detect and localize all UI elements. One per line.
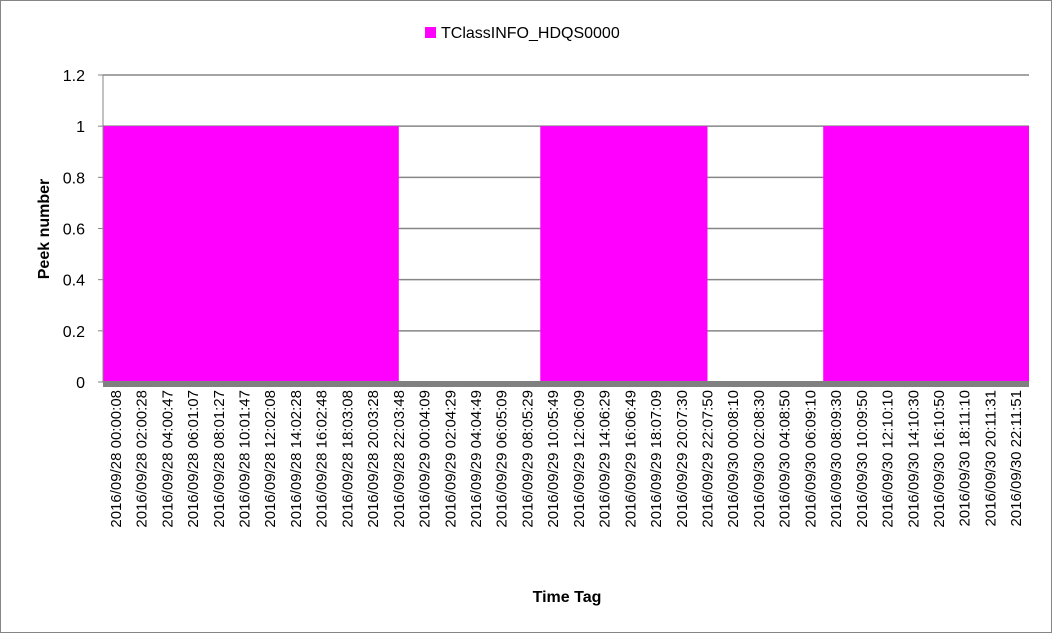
x-tick-label: 2016/09/29 12:06:09 bbox=[571, 390, 588, 528]
x-tick-label: 2016/09/30 16:10:50 bbox=[931, 390, 948, 528]
x-tick-label: 2016/09/29 20:07:30 bbox=[674, 390, 691, 528]
x-tick-label: 2016/09/29 06:05:09 bbox=[494, 390, 511, 528]
x-tick-label: 2016/09/30 22:11:51 bbox=[1008, 390, 1025, 527]
area-block bbox=[823, 126, 1029, 383]
x-tick-label: 2016/09/28 20:03:28 bbox=[365, 390, 382, 528]
legend: TClassINFO_HDQS0000 bbox=[425, 25, 620, 42]
x-tick-label: 2016/09/30 00:08:10 bbox=[725, 390, 742, 528]
y-tick-label: 1.2 bbox=[63, 68, 85, 85]
x-tick-label: 2016/09/30 18:11:10 bbox=[957, 390, 974, 527]
x-tick-label: 2016/09/29 22:07:50 bbox=[699, 390, 716, 528]
x-tick-label: 2016/09/30 14:10:30 bbox=[905, 390, 922, 528]
y-tick-label: 0.4 bbox=[63, 273, 85, 290]
x-tick-label: 2016/09/28 10:01:47 bbox=[236, 390, 253, 528]
x-tick-label: 2016/09/30 02:08:30 bbox=[751, 390, 768, 528]
x-tick-label: 2016/09/30 10:09:50 bbox=[854, 390, 871, 528]
y-tick-label: 0 bbox=[76, 375, 85, 392]
legend-swatch bbox=[425, 27, 436, 38]
x-tick-label: 2016/09/30 08:09:30 bbox=[828, 390, 845, 528]
x-tick-label: 2016/09/28 22:03:48 bbox=[391, 390, 408, 528]
y-tick-label: 0.8 bbox=[63, 170, 85, 187]
area-block bbox=[103, 126, 399, 383]
x-tick-label: 2016/09/28 16:02:48 bbox=[314, 390, 331, 528]
x-tick-label: 2016/09/30 04:08:50 bbox=[777, 390, 794, 528]
axes bbox=[98, 74, 1029, 387]
x-tick-label: 2016/09/29 16:06:49 bbox=[622, 390, 639, 528]
x-tick-label: 2016/09/28 02:00:28 bbox=[134, 390, 151, 528]
x-tick-label: 2016/09/29 18:07:09 bbox=[648, 390, 665, 528]
x-tick-label: 2016/09/28 18:03:08 bbox=[339, 390, 356, 528]
x-tick-label: 2016/09/29 00:04:09 bbox=[417, 390, 434, 528]
x-tick-label: 2016/09/28 00:00:08 bbox=[108, 390, 125, 528]
x-tick-label: 2016/09/28 12:02:08 bbox=[262, 390, 279, 528]
x-tick-label: 2016/09/28 06:01:07 bbox=[185, 390, 202, 528]
y-tick-labels: 0 0.2 0.4 0.6 0.8 1 1.2 bbox=[63, 68, 85, 392]
y-tick-label: 0.2 bbox=[63, 324, 85, 341]
x-tick-label: 2016/09/30 12:10:10 bbox=[880, 390, 897, 528]
y-tick-label: 0.6 bbox=[63, 222, 85, 239]
area-block bbox=[540, 126, 708, 383]
x-tick-label: 2016/09/30 06:09:10 bbox=[802, 390, 819, 528]
x-tick-label: 2016/09/28 08:01:27 bbox=[211, 390, 228, 528]
x-axis-line bbox=[103, 381, 1029, 387]
x-tick-label: 2016/09/29 10:05:49 bbox=[545, 390, 562, 528]
x-tick-label: 2016/09/28 04:00:47 bbox=[159, 390, 176, 528]
area-series bbox=[103, 126, 1029, 383]
x-tick-label: 2016/09/30 20:11:31 bbox=[982, 390, 999, 527]
y-tick-label: 1 bbox=[76, 119, 85, 136]
x-tick-labels: 2016/09/28 00:00:08 2016/09/28 02:00:28 20… bbox=[108, 390, 1025, 528]
x-tick-label: 2016/09/29 14:06:29 bbox=[597, 390, 614, 528]
x-axis-title: Time Tag bbox=[533, 589, 602, 606]
y-axis-title: Peek number bbox=[36, 179, 53, 279]
legend-label: TClassINFO_HDQS0000 bbox=[441, 25, 620, 42]
x-tick-label: 2016/09/29 04:04:49 bbox=[468, 390, 485, 528]
x-tick-label: 2016/09/28 14:02:28 bbox=[288, 390, 305, 528]
x-tick-label: 2016/09/29 02:04:29 bbox=[442, 390, 459, 528]
x-tick-label: 2016/09/29 08:05:29 bbox=[519, 390, 536, 528]
